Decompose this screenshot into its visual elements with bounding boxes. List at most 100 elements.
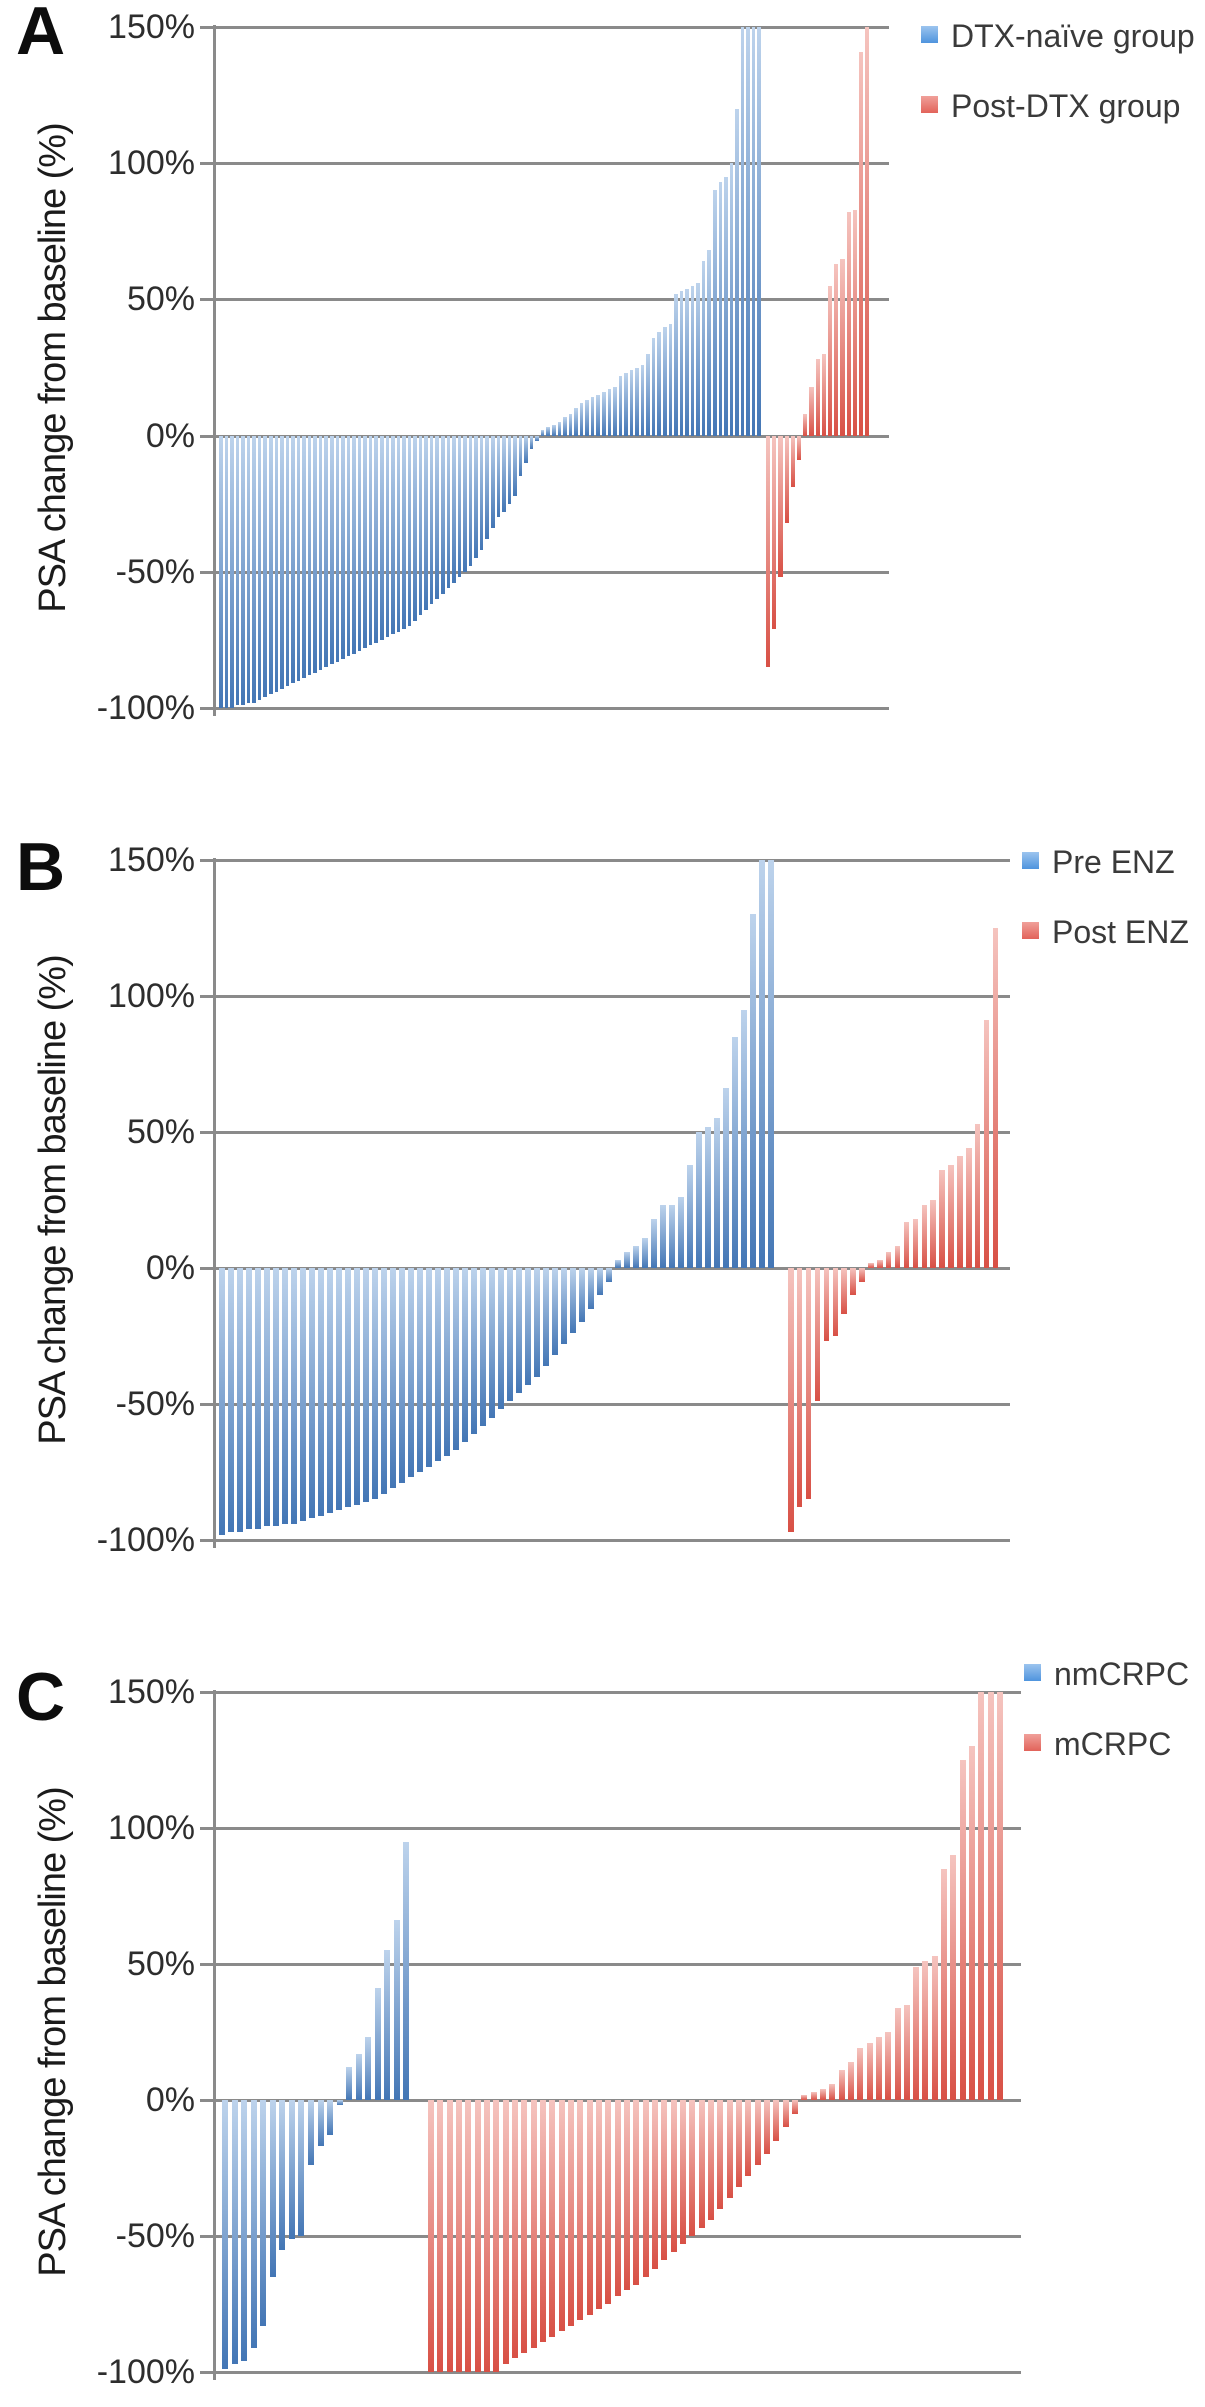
bar-red — [766, 435, 771, 668]
bar-red — [969, 1746, 976, 2100]
axis-tick — [200, 26, 213, 29]
y-tick-label: -100% — [96, 1521, 195, 1559]
bar-red — [502, 2100, 509, 2364]
bar-red — [670, 2100, 677, 2253]
bar-red — [922, 1961, 929, 2100]
bar-red — [987, 1692, 994, 2100]
bar-red — [857, 2048, 864, 2100]
bar-blue — [642, 1238, 648, 1268]
bar-red — [894, 2007, 901, 2100]
bar-red — [913, 1966, 920, 2100]
bar-red — [577, 2100, 584, 2321]
bar-blue — [660, 1205, 666, 1268]
axis-tick — [200, 570, 213, 574]
bar-blue — [237, 1268, 243, 1532]
bar-blue — [250, 2100, 257, 2348]
bar-blue — [418, 435, 423, 616]
bar-blue — [588, 1268, 594, 1309]
bar-red — [437, 2100, 444, 2372]
bar-red — [446, 2100, 453, 2372]
gridline — [215, 1267, 1010, 1270]
legend-item: DTX-naïve group — [921, 18, 1195, 60]
y-tick-label: -50% — [115, 1385, 195, 1423]
bar-red — [595, 2100, 602, 2310]
bar-red — [840, 258, 845, 436]
bar-blue — [518, 435, 523, 477]
bar-blue — [435, 1268, 441, 1462]
bar-red — [852, 209, 857, 436]
bar-blue — [718, 182, 723, 436]
bar-red — [894, 1246, 901, 1268]
bar-red — [754, 2100, 761, 2166]
bar-blue — [485, 435, 489, 540]
bar-blue — [446, 435, 451, 589]
bar-red — [605, 2100, 612, 2304]
bar-red — [493, 2100, 500, 2372]
bar-blue — [732, 1036, 738, 1268]
y-tick-label: 50% — [126, 1113, 195, 1151]
bar-blue — [651, 337, 656, 436]
bar-red — [745, 2100, 752, 2177]
bar-blue — [374, 1988, 381, 2100]
bar-blue — [768, 860, 774, 1268]
bar-red — [974, 1123, 981, 1268]
bar-red — [823, 1268, 830, 1342]
gridline — [215, 570, 889, 574]
bar-blue — [241, 435, 245, 706]
bar-blue — [502, 435, 506, 512]
bar-red — [530, 2100, 537, 2348]
legend-panel-a: DTX-naïve group Post-DTX group — [921, 18, 1195, 158]
bar-red — [455, 2100, 462, 2372]
y-tick-label: 100% — [108, 1809, 195, 1847]
bar-red — [614, 2100, 621, 2296]
bar-blue — [546, 427, 551, 436]
axis-tick — [200, 1963, 213, 1966]
bar-red — [859, 1268, 865, 1282]
bar-red — [997, 1692, 1004, 2100]
bar-blue — [246, 435, 251, 703]
bar-blue — [255, 1268, 261, 1530]
legend-swatch-red-icon — [1024, 1734, 1041, 1751]
legend-item: nmCRPC — [1024, 1656, 1189, 1698]
bar-red — [814, 1268, 821, 1402]
bar-blue — [624, 372, 628, 436]
bar-red — [941, 1868, 948, 2100]
bar-blue — [313, 435, 317, 673]
bar-blue — [574, 408, 578, 436]
panel-label-b: B — [16, 829, 66, 905]
bar-blue — [462, 1268, 468, 1443]
bar-blue — [678, 1197, 684, 1268]
bar-blue — [219, 435, 223, 708]
bar-blue — [735, 108, 739, 436]
bar-blue — [228, 1268, 234, 1532]
bar-blue — [513, 435, 517, 496]
y-tick-label: -100% — [96, 689, 195, 727]
bar-blue — [751, 27, 756, 436]
bar-blue — [479, 435, 484, 550]
bar-red — [805, 1268, 812, 1500]
bar-red — [992, 928, 999, 1268]
plot-area-a: 150% 100% 50% 0% -50% -100% — [97, 8, 889, 727]
bar-blue — [285, 435, 290, 687]
gridline — [215, 434, 889, 438]
axis-tick — [200, 1539, 213, 1542]
bar-blue — [540, 430, 545, 436]
axis-tick — [200, 2371, 213, 2374]
bar-blue — [318, 1268, 324, 1516]
bar-blue — [629, 370, 634, 436]
gridline — [215, 859, 1010, 862]
bar-red — [930, 1200, 936, 1268]
bar-blue — [705, 1126, 711, 1268]
bar-red — [847, 2061, 854, 2100]
bar-blue — [435, 435, 440, 600]
y-tick-label: 50% — [126, 1945, 195, 1983]
bar-red — [983, 1020, 990, 1268]
bar-blue — [490, 435, 495, 529]
legend-label: Post-DTX group — [951, 88, 1181, 124]
bar-red — [474, 2100, 481, 2372]
bar-blue — [613, 386, 617, 436]
bar-blue — [563, 416, 567, 436]
y-axis-line — [213, 1690, 216, 2380]
axis-tick — [200, 2099, 213, 2102]
bar-red — [815, 359, 820, 436]
